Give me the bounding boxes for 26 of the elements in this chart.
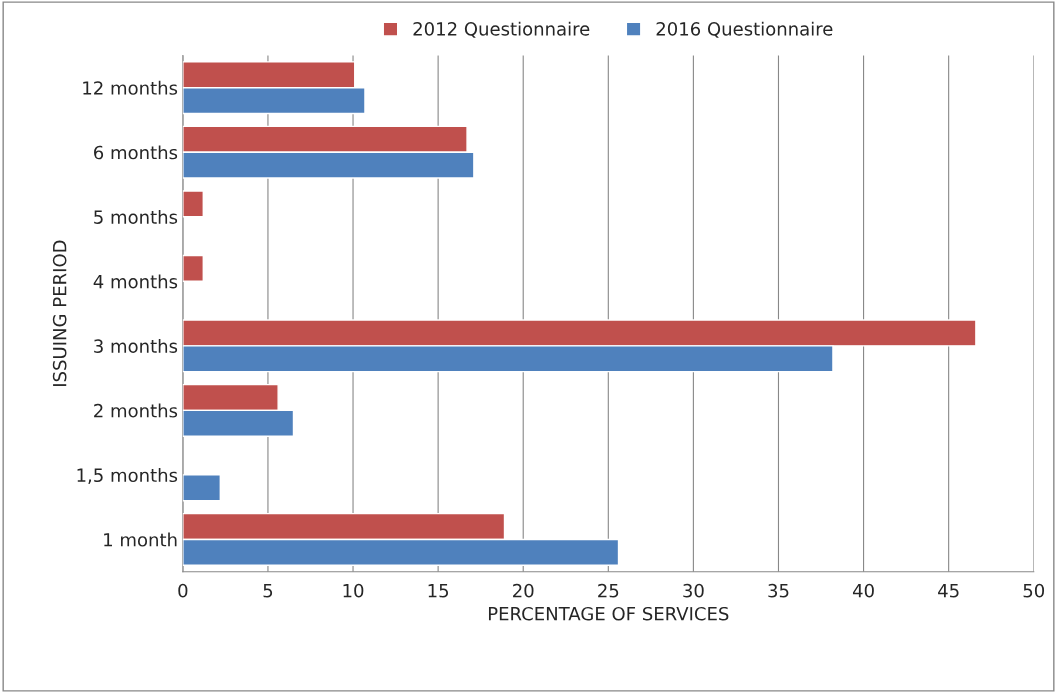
- y-tick-label: 6 months: [94, 145, 178, 160]
- x-tick-label: 20: [513, 583, 534, 598]
- y-tick-label: 1 month: [104, 532, 177, 547]
- x-tick-label: 30: [683, 583, 704, 598]
- x-tick-label: 45: [938, 584, 959, 598]
- legend-label: 2016 Questionnaire: [656, 21, 833, 38]
- x-tick-label: 35: [768, 583, 789, 598]
- y-tick-label: 12 months: [83, 80, 178, 95]
- x-tick-label: 5: [263, 584, 273, 598]
- x-tick-label: 10: [343, 583, 364, 598]
- y-tick-label: 4 months: [93, 274, 178, 289]
- y-tick-label: 2 months: [94, 403, 178, 418]
- x-tick-label: 0: [178, 583, 188, 598]
- bar: [182, 254, 204, 283]
- x-tick-label: 40: [852, 583, 874, 598]
- bar: [182, 190, 204, 218]
- y-axis-title: ISSUING PERIOD: [52, 240, 67, 386]
- x-axis-title: PERCENTAGE OF SERVICES: [488, 606, 729, 621]
- x-tick-label: 50: [1023, 583, 1045, 598]
- y-tick-label: 3 months: [94, 338, 178, 353]
- y-tick-label: 5 months: [94, 209, 178, 224]
- legend-label: 2012 Questionnaire: [413, 21, 590, 38]
- y-tick-label: 1,5 months: [77, 468, 178, 484]
- bar: [182, 474, 221, 502]
- x-tick-label: 25: [598, 583, 619, 598]
- x-tick-label: 15: [428, 584, 449, 598]
